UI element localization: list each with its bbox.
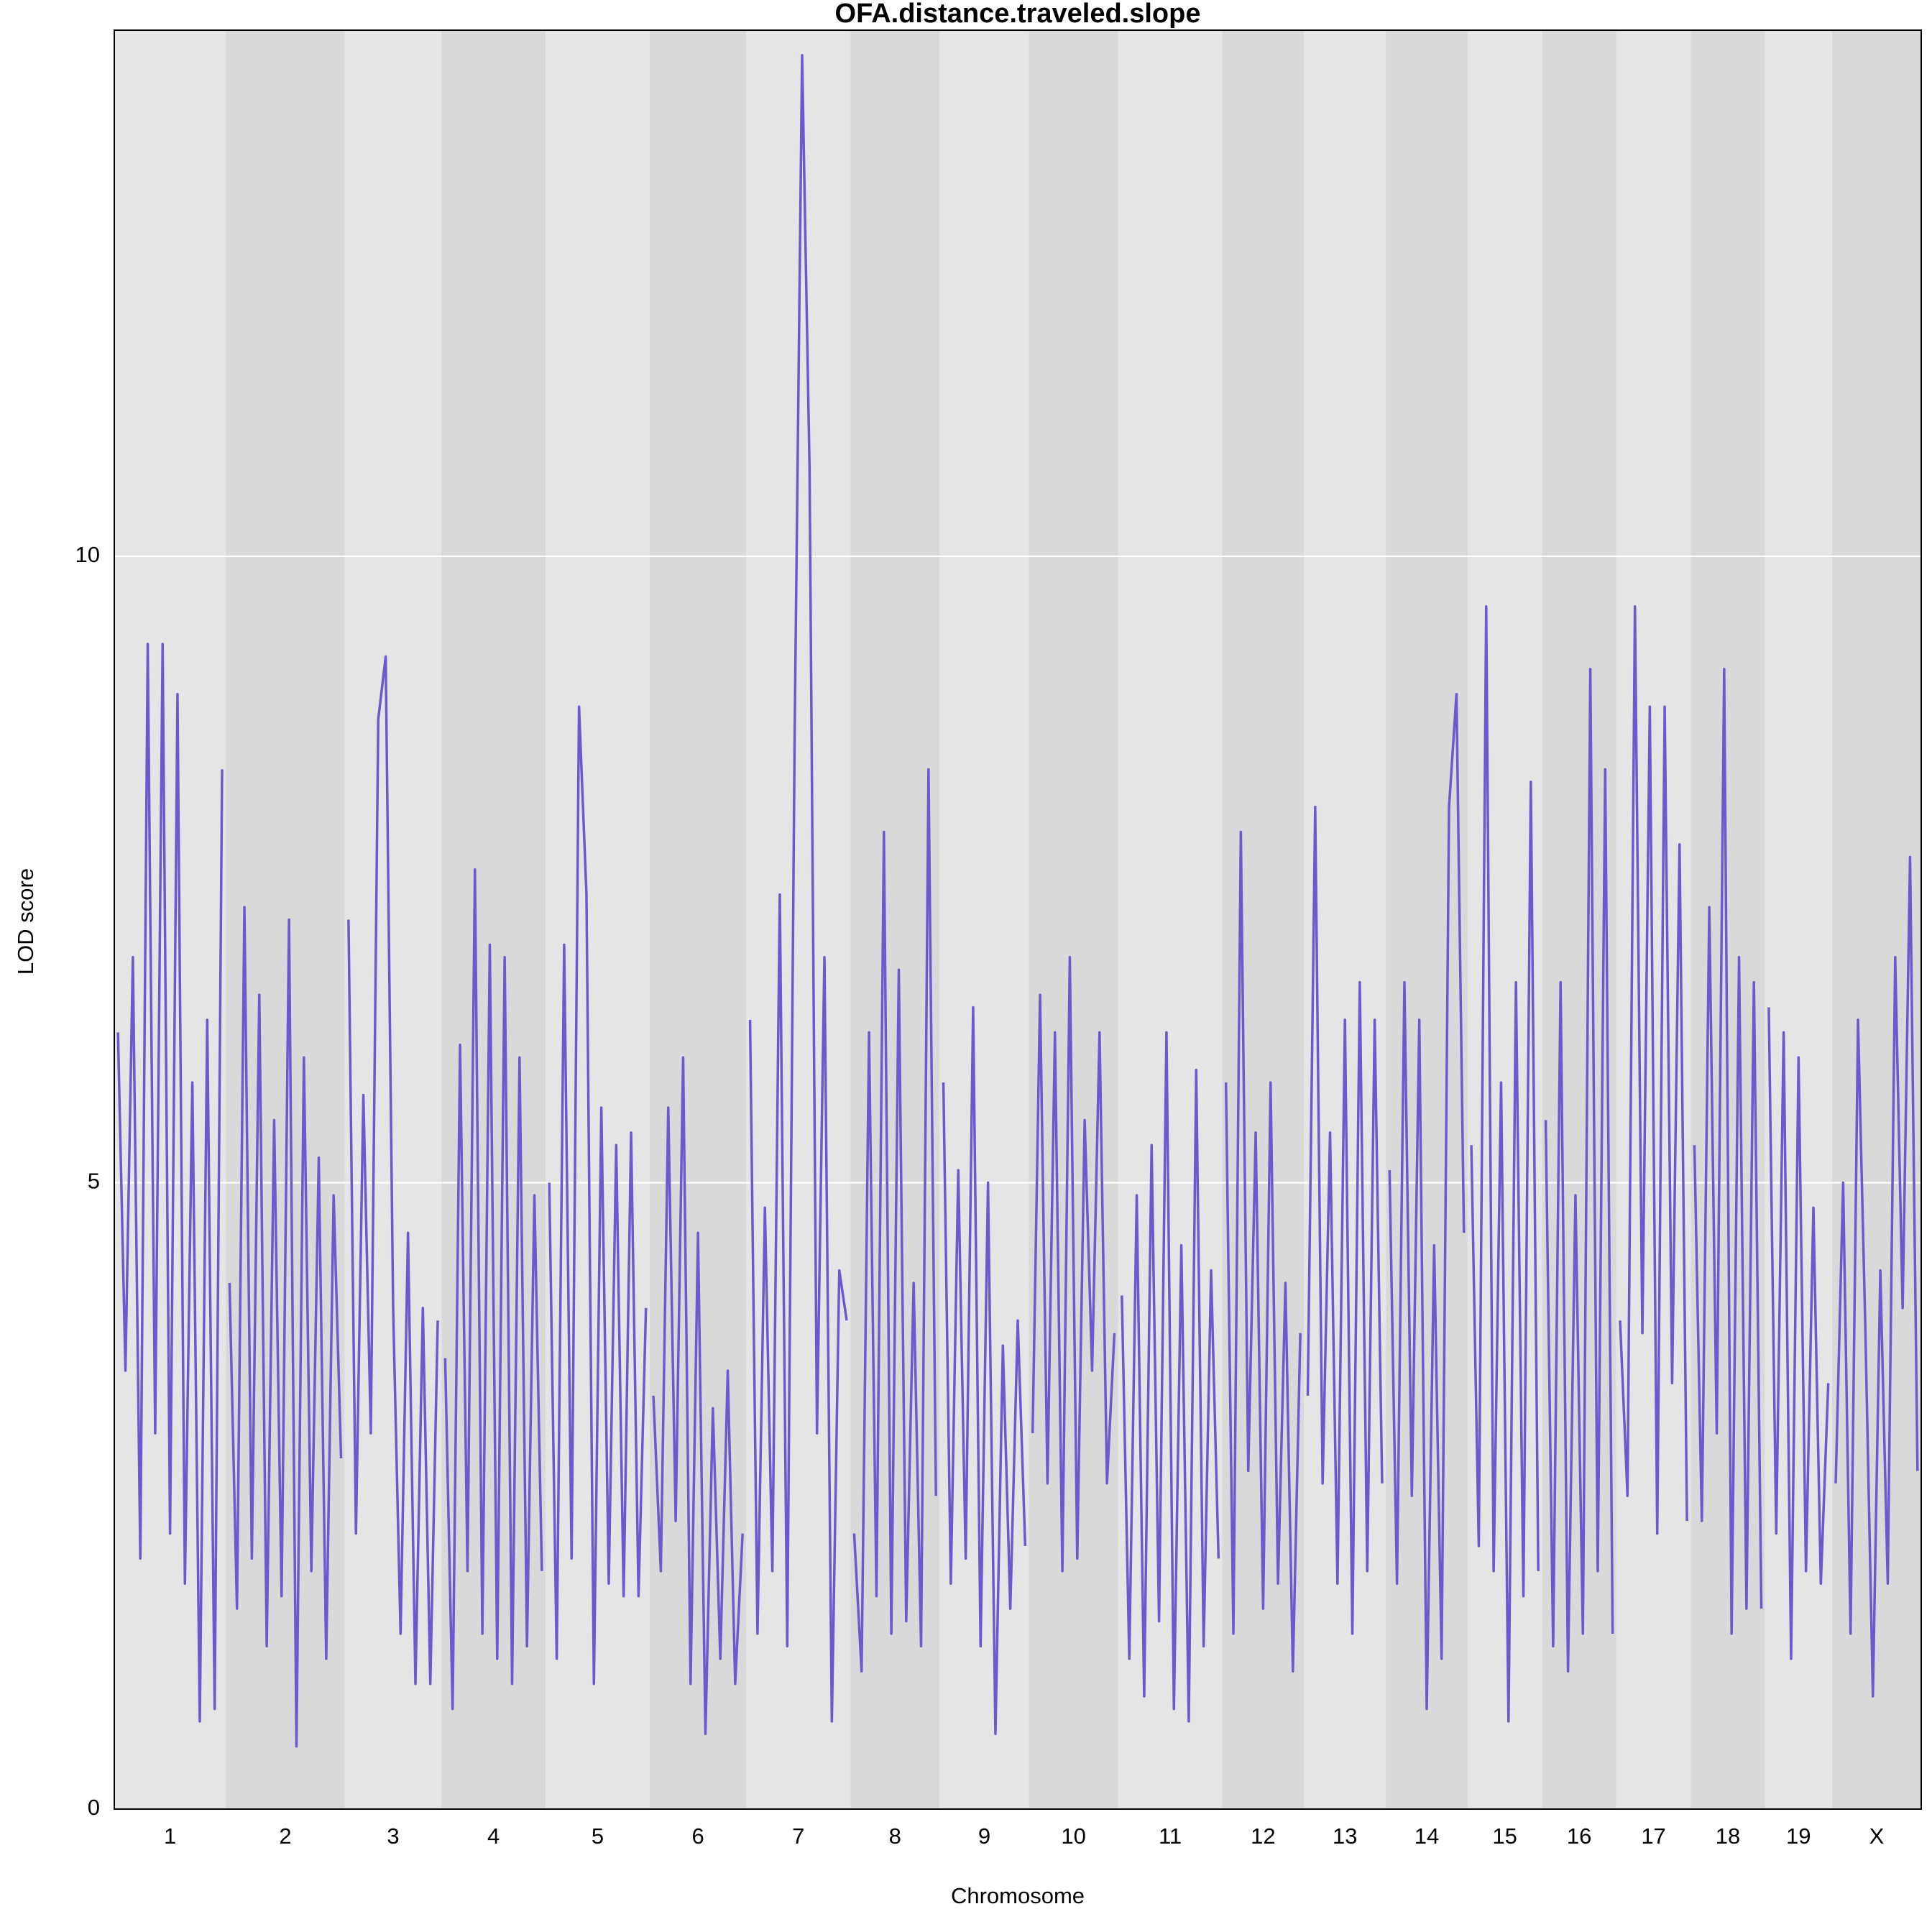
chromosome-band bbox=[939, 30, 1029, 1809]
x-tick-label: 17 bbox=[1641, 1823, 1665, 1849]
chromosome-band bbox=[850, 30, 940, 1809]
y-tick-label: 0 bbox=[88, 1795, 100, 1820]
x-tick-label: 13 bbox=[1333, 1823, 1357, 1849]
chromosome-band bbox=[344, 30, 442, 1809]
lod-curve bbox=[116, 643, 224, 1723]
lod-curve bbox=[1693, 668, 1763, 1635]
chromosome-band bbox=[1029, 30, 1118, 1809]
x-tick-label: X bbox=[1869, 1823, 1885, 1849]
x-tick-label: 18 bbox=[1716, 1823, 1740, 1849]
y-tick-label: 10 bbox=[75, 542, 100, 567]
lod-curve bbox=[1767, 1007, 1830, 1660]
x-tick-label: 6 bbox=[692, 1823, 704, 1849]
lod-curve bbox=[852, 768, 937, 1673]
lod-curve bbox=[942, 1006, 1027, 1736]
x-tick-label: 19 bbox=[1786, 1823, 1811, 1849]
chromosome-band bbox=[1118, 30, 1223, 1809]
chromosome-band bbox=[441, 30, 546, 1809]
lod-curve bbox=[1619, 605, 1688, 1535]
x-tick-label: 1 bbox=[164, 1823, 176, 1849]
lod-curve bbox=[1544, 668, 1614, 1673]
lod-curve bbox=[1306, 805, 1384, 1635]
lod-curve bbox=[1388, 693, 1466, 1711]
x-tick-label: 7 bbox=[792, 1823, 804, 1849]
x-tick-label: 8 bbox=[889, 1823, 901, 1849]
lod-curve bbox=[347, 655, 439, 1685]
lod-curve bbox=[652, 1056, 744, 1736]
lod-curve bbox=[1121, 1031, 1220, 1723]
x-tick-label: 3 bbox=[387, 1823, 399, 1849]
y-axis-label: LOD score bbox=[13, 868, 38, 975]
lod-curve bbox=[1224, 830, 1302, 1673]
x-tick-label: 10 bbox=[1061, 1823, 1085, 1849]
lod-curve bbox=[748, 54, 848, 1723]
plot-border bbox=[114, 29, 1922, 1810]
x-tick-label: 11 bbox=[1159, 1823, 1182, 1849]
chromosome-band bbox=[546, 30, 650, 1809]
x-tick-label: 5 bbox=[592, 1823, 604, 1849]
x-tick-label: 14 bbox=[1414, 1823, 1439, 1849]
x-tick-label: 4 bbox=[487, 1823, 500, 1849]
lod-curve bbox=[228, 906, 343, 1748]
y-tick-label: 5 bbox=[88, 1169, 100, 1194]
chromosome-band bbox=[1690, 30, 1765, 1809]
lod-curve bbox=[1031, 956, 1116, 1573]
lod-curve bbox=[1470, 605, 1540, 1723]
x-tick-label: 9 bbox=[978, 1823, 990, 1849]
chromosome-band bbox=[1386, 30, 1468, 1809]
lod-curve bbox=[1834, 855, 1919, 1698]
x-tick-label: 2 bbox=[279, 1823, 291, 1849]
x-axis-label: Chromosome bbox=[951, 1883, 1085, 1908]
chart-title: OFA.distance.traveled.slope bbox=[835, 0, 1201, 29]
x-tick-label: 16 bbox=[1567, 1823, 1591, 1849]
lod-curve bbox=[443, 868, 543, 1711]
x-tick-label: 12 bbox=[1251, 1823, 1275, 1849]
x-tick-label: 15 bbox=[1492, 1823, 1517, 1849]
lod-curve bbox=[548, 705, 648, 1685]
chromosome-band bbox=[114, 30, 226, 1809]
